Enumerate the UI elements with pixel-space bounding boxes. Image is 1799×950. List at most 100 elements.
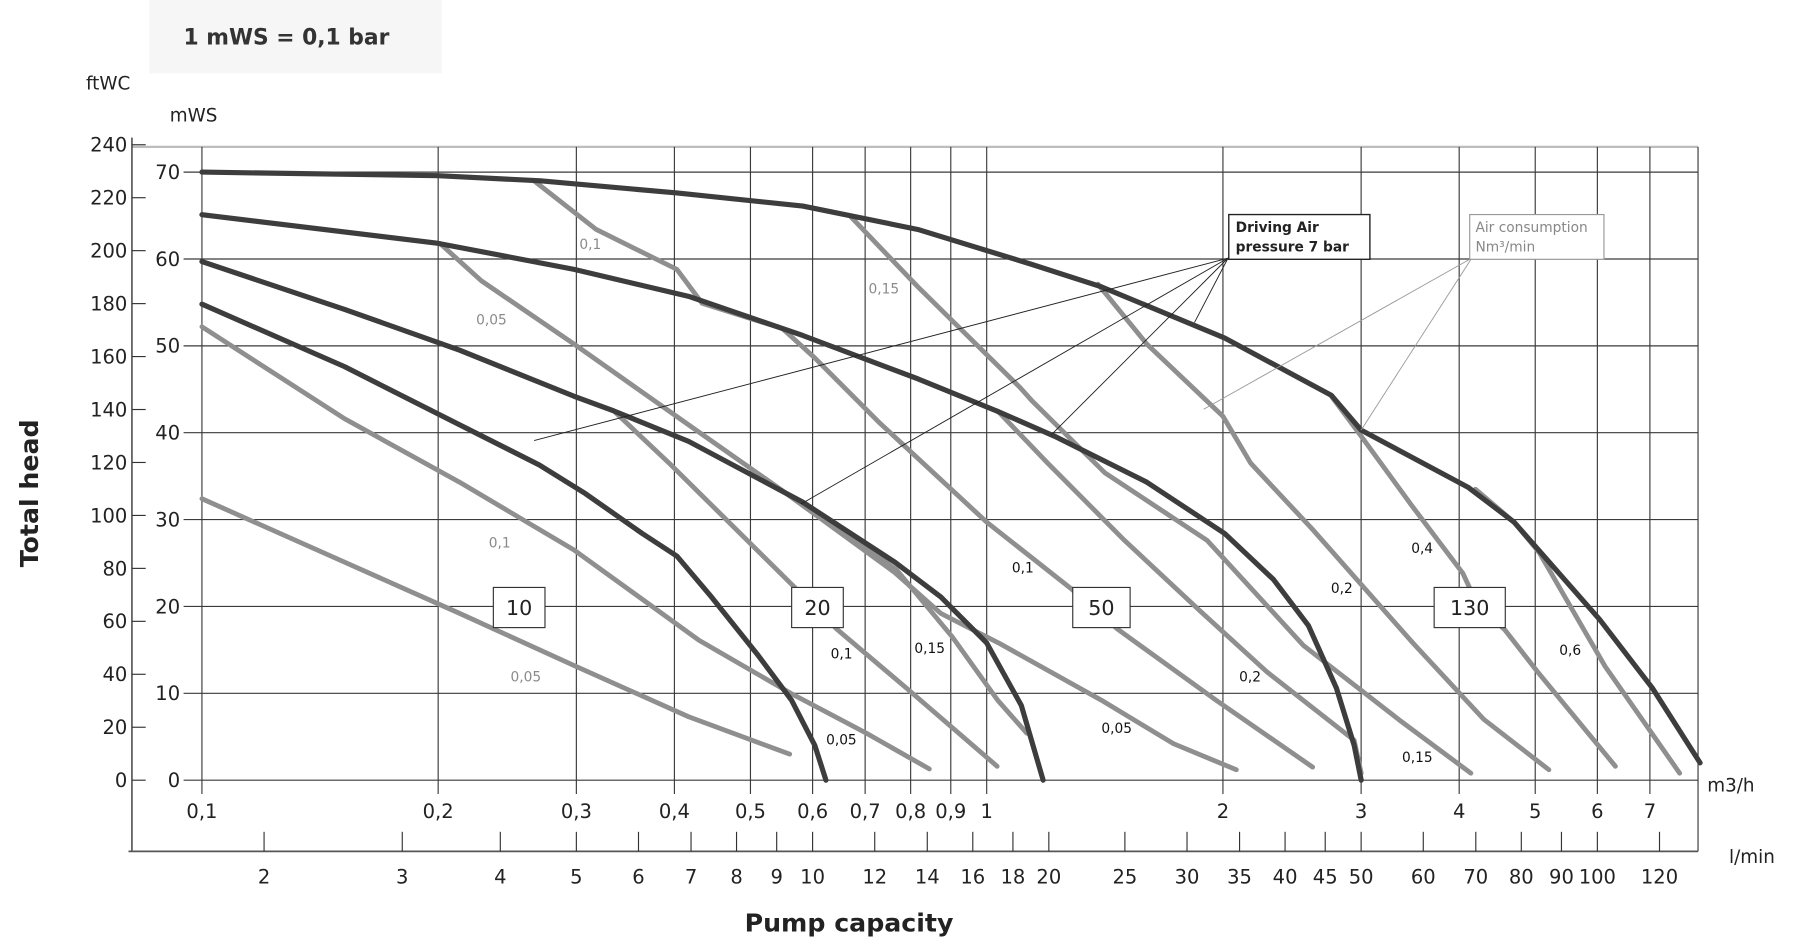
x-tick-label: 0,3 (561, 800, 592, 823)
x-tick-label: 6 (1591, 800, 1603, 823)
x2-tick-label: 18 (1001, 865, 1026, 888)
x2-tick-label: 10 (800, 865, 825, 888)
x2-tick-label: 16 (960, 865, 985, 888)
x-tick-label: 1 (980, 800, 992, 823)
y2-tick-label: 20 (103, 716, 128, 739)
pump-curve-10 (199, 301, 829, 783)
air-consumption-label: 0,15 (1402, 750, 1433, 766)
x2-tick-label: 30 (1175, 865, 1200, 888)
y-tick-label: 70 (155, 161, 180, 184)
y-tick-label: 10 (155, 682, 180, 705)
pump-size-label: 130 (1450, 596, 1489, 620)
pump-size-label: 10 (506, 596, 532, 620)
y2-tick-label: 100 (90, 504, 127, 527)
x-tick-label: 2 (1217, 800, 1229, 823)
driving-air-leader (1194, 257, 1229, 323)
air-consumption-label: 0,05 (476, 313, 507, 329)
air-consumption-line (1095, 281, 1552, 773)
conversion-note: 1 mWS = 0,1 bar (184, 26, 390, 51)
x2-tick-label: 40 (1273, 865, 1298, 888)
driving-air-text-1: Driving Air (1236, 220, 1319, 236)
y2-tick-label: 160 (90, 345, 127, 368)
x2-tick-label: 90 (1549, 865, 1574, 888)
pump-size-box (492, 586, 546, 629)
y-tick-label: 30 (155, 508, 180, 531)
x-tick-label: 0,8 (895, 800, 926, 823)
x2-tick-label: 50 (1349, 865, 1374, 888)
pump-size-box (1072, 586, 1131, 629)
air-consumption-label: 0,05 (1101, 721, 1132, 737)
air-consumption-label: 0,1 (1012, 561, 1034, 577)
y-tick-label: 0 (168, 769, 180, 792)
annotation-boxes: Driving Air pressure 7 bar Air consumption… (1228, 213, 1605, 260)
x2-tick-label: 5 (570, 865, 582, 888)
y2-tick-label: 200 (90, 240, 127, 263)
pump-curves (199, 169, 1703, 783)
y2-tick-label: 240 (90, 134, 127, 157)
x2-tick-label: 8 (730, 865, 742, 888)
x-tick-label: 0,5 (735, 800, 766, 823)
y-axis-title: Total head (15, 419, 44, 567)
x-axis-title: Pump capacity (745, 909, 954, 938)
x2-tick-label: 9 (770, 865, 782, 888)
x2-tick-label: 100 (1579, 865, 1616, 888)
x-tick-label: 4 (1453, 800, 1465, 823)
x-tick-label: 0,9 (935, 800, 966, 823)
pump-curve-130 (199, 169, 1703, 766)
y2-unit-label: ftWC (86, 73, 130, 94)
x2-unit-label: l/min (1729, 847, 1775, 868)
pump-size-box (791, 586, 844, 629)
x-unit-label: m3/h (1707, 776, 1754, 797)
air-consumption-text-2: Nm³/min (1475, 239, 1535, 255)
air-consumption-leader (1360, 257, 1473, 431)
y2-tick-label: 60 (103, 610, 128, 633)
air-consumption-label: 0,2 (1239, 670, 1261, 686)
y-unit-label: mWS (170, 106, 218, 127)
note-background (149, 0, 442, 74)
x-tick-label: 0,4 (659, 800, 690, 823)
air-consumption-box (1469, 213, 1605, 260)
air-consumption-line (199, 324, 932, 772)
driving-air-leader (1051, 257, 1229, 435)
x2-tick-label: 60 (1411, 865, 1436, 888)
air-consumption-line (995, 408, 1364, 776)
air-consumption-text-1: Air consumption (1475, 220, 1587, 236)
air-consumption-label: 0,15 (914, 641, 945, 657)
x-tick-label: 0,2 (423, 800, 454, 823)
pump-size-boxes: 10 20 50 130 (492, 586, 1506, 629)
x-tick-label: 0,7 (850, 800, 881, 823)
grid: 0,1 0,2 0,3 0,4 0,5 0,6 0,7 0,8 0,9 1 2 3 4 5 6 7010203… (131, 145, 1699, 852)
x2-tick-label: 45 (1313, 865, 1338, 888)
air-consumption-label: 0,6 (1559, 643, 1581, 659)
pump-curve-50 (199, 212, 1364, 783)
y2-tick-label: 220 (90, 187, 127, 210)
y2-tick-label: 120 (90, 451, 127, 474)
x2-tick-label: 14 (915, 865, 940, 888)
pump-size-box (1433, 586, 1506, 629)
air-consumption-line (531, 178, 1316, 770)
y2-tick-label: 80 (103, 557, 128, 580)
x2-tick-label: 2 (258, 865, 270, 888)
air-consumption-lines (199, 178, 1683, 776)
x2-tick-label: 12 (862, 865, 887, 888)
air-consumption-label: 0,1 (831, 647, 853, 663)
x2-tick-label: 120 (1641, 865, 1678, 888)
air-consumption-line (199, 496, 793, 757)
air-consumption-line (847, 213, 1474, 776)
air-consumption-label: 0,15 (869, 282, 900, 298)
air-consumption-label: 0,2 (1331, 581, 1353, 597)
x-tick-label: 3 (1355, 800, 1367, 823)
air-consumption-label: 0,05 (511, 670, 542, 686)
air-consumption-leader (1203, 257, 1472, 410)
pump-size-label: 20 (804, 596, 830, 620)
x2-tick-label: 35 (1227, 865, 1252, 888)
y-tick-label: 20 (155, 595, 180, 618)
annotation-leaders (533, 257, 1473, 505)
x2-tick-label: 7 (685, 865, 697, 888)
y2-tick-label: 180 (90, 292, 127, 315)
x2-tick-label: 4 (494, 865, 506, 888)
x2-tick-label: 3 (396, 865, 408, 888)
driving-air-leader (533, 257, 1229, 441)
y-tick-label: 60 (155, 248, 180, 271)
air-consumption-label: 0,1 (579, 237, 601, 253)
